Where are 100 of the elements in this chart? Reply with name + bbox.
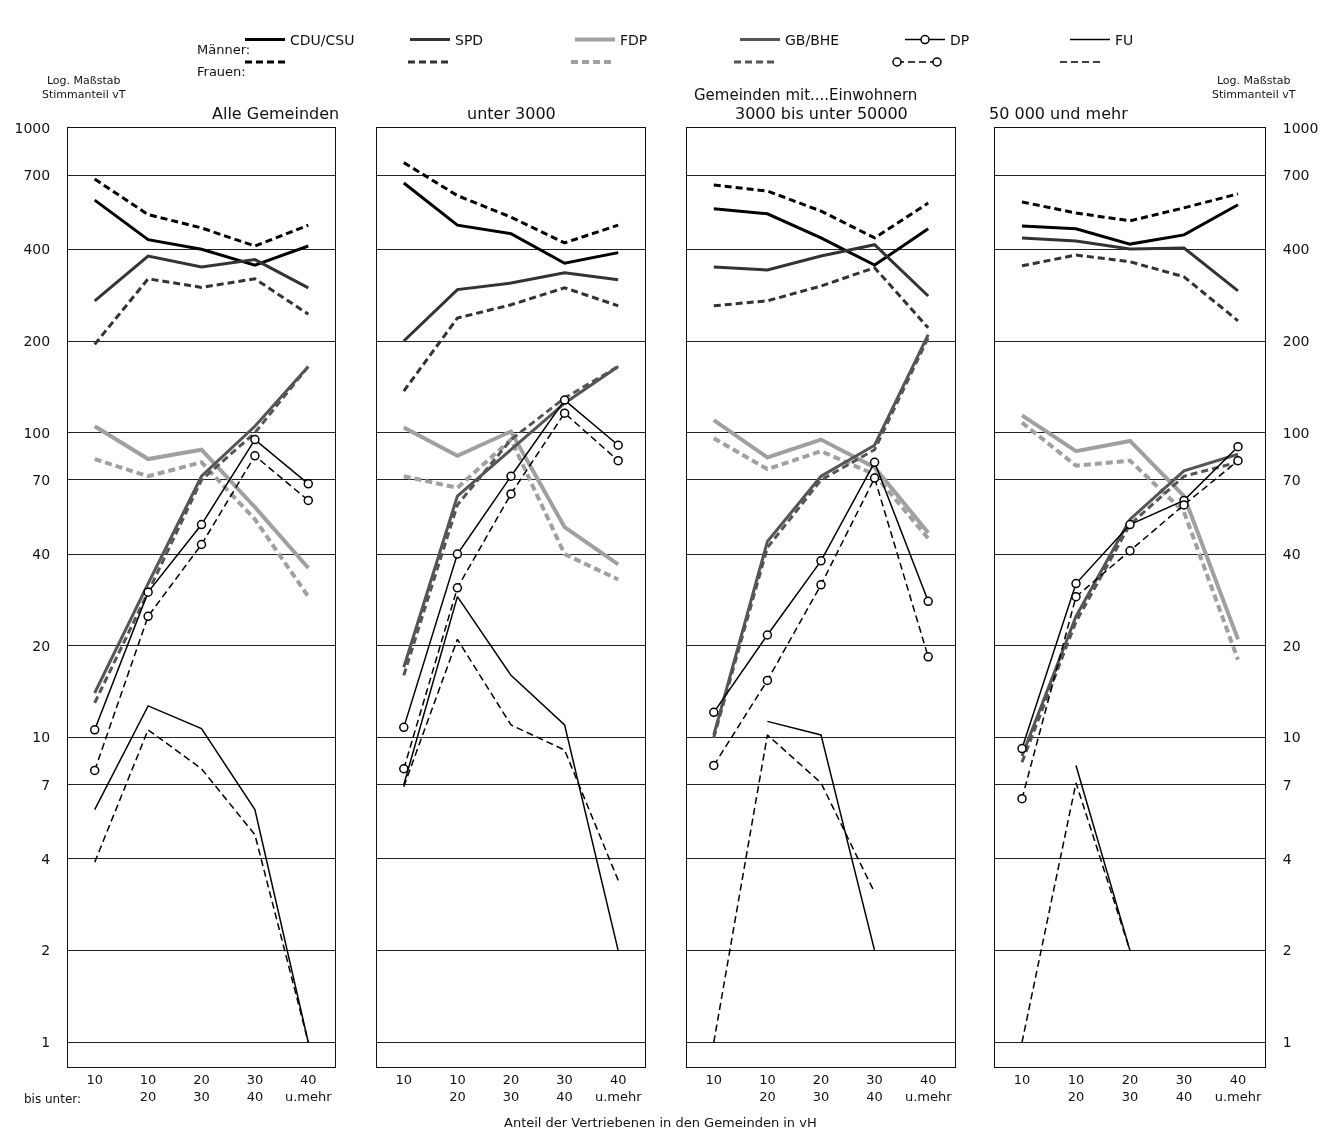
y-tick-label: 1000 bbox=[14, 119, 51, 136]
x-tick-label: 40 u.mehr bbox=[1214, 1071, 1262, 1104]
legend-label: FDP bbox=[620, 32, 648, 49]
point bbox=[250, 434, 260, 445]
line-series bbox=[1020, 192, 1240, 223]
point bbox=[762, 675, 773, 686]
point bbox=[1017, 743, 1027, 754]
point bbox=[923, 596, 933, 607]
y2-tick-label: 100 bbox=[1282, 424, 1310, 441]
point bbox=[399, 722, 409, 733]
line-series bbox=[92, 424, 311, 571]
y-axis-title: Log. Maßstab Stimmanteil vT bbox=[42, 74, 126, 102]
x-tick-label: 10 bbox=[705, 1071, 723, 1087]
x-tick-label: 10 20 bbox=[1067, 1071, 1085, 1104]
x-tick-label: 40 u.mehr bbox=[284, 1071, 333, 1104]
y-tick-label: 200 bbox=[23, 332, 51, 349]
y2-tick-label: 20 bbox=[1282, 637, 1301, 654]
y2-tick-label: 10 bbox=[1282, 729, 1301, 746]
point bbox=[303, 495, 314, 506]
line-series bbox=[93, 198, 310, 267]
point bbox=[399, 764, 409, 774]
text: Männer: bbox=[197, 42, 251, 57]
line-series bbox=[93, 277, 310, 346]
point bbox=[613, 440, 623, 451]
y-tick-label: 7 bbox=[41, 776, 51, 793]
x-tick-label: 30 40 bbox=[246, 1071, 264, 1104]
x-tick-label: 30 40 bbox=[866, 1071, 883, 1104]
chart-title: 50 000 und mehr bbox=[989, 104, 1129, 123]
point bbox=[452, 583, 463, 593]
x-tick-label: 30 40 bbox=[556, 1071, 573, 1104]
y2-tick-label: 2 bbox=[1282, 942, 1292, 959]
legend-label: CDU/CSU bbox=[290, 32, 355, 49]
point bbox=[1071, 578, 1081, 589]
y2-tick-label: 400 bbox=[1282, 241, 1310, 258]
text: bis unter: bbox=[24, 1092, 82, 1106]
line-series bbox=[92, 457, 311, 599]
y-tick-label: 40 bbox=[32, 545, 51, 562]
point bbox=[709, 760, 719, 771]
text: Anteil der Vertriebenen in den Gemeinden in vH bbox=[504, 1115, 817, 1130]
y2-tick-label: 1000 bbox=[1282, 119, 1319, 136]
point bbox=[1233, 441, 1243, 452]
chart-title: 3000 bis unter 50000 bbox=[735, 104, 908, 123]
x-tick-label: 40 u.mehr bbox=[594, 1071, 643, 1104]
point bbox=[869, 457, 880, 468]
legend-label: SPD bbox=[455, 32, 484, 49]
point bbox=[762, 630, 773, 640]
x-tick-label: 10 20 bbox=[449, 1071, 466, 1104]
x-tick-label: 10 20 bbox=[759, 1071, 776, 1104]
x-tick-label: 40 u.mehr bbox=[904, 1071, 953, 1104]
point bbox=[506, 489, 516, 499]
x-tick-label: 30 40 bbox=[1175, 1071, 1193, 1104]
point bbox=[816, 556, 826, 566]
y-tick-label: 2 bbox=[41, 942, 51, 959]
x-tick-label: 20 30 bbox=[193, 1071, 210, 1104]
x-tick-label: 20 30 bbox=[812, 1071, 830, 1104]
point bbox=[1179, 500, 1189, 510]
line-series bbox=[1020, 203, 1240, 246]
x-tick-label: 10 bbox=[395, 1071, 413, 1087]
y-tick-label: 400 bbox=[23, 241, 51, 258]
text: Gemeinden mit....Einwohnern bbox=[694, 86, 918, 104]
chart-title: unter 3000 bbox=[467, 104, 556, 123]
text: Frauen: bbox=[197, 64, 246, 79]
line-series bbox=[93, 254, 310, 303]
y-tick-label: 20 bbox=[32, 637, 51, 654]
point bbox=[303, 479, 314, 489]
point bbox=[816, 580, 826, 590]
line-series bbox=[1020, 236, 1240, 293]
point bbox=[196, 519, 207, 530]
legend-label: DP bbox=[950, 32, 970, 49]
y-tick-label: 1 bbox=[41, 1034, 51, 1051]
point bbox=[196, 539, 207, 550]
y2-tick-label: 200 bbox=[1282, 332, 1310, 349]
y2-tick-label: 7 bbox=[1282, 776, 1292, 793]
y-tick-label: 10 bbox=[32, 729, 51, 746]
point bbox=[1071, 591, 1081, 602]
point bbox=[250, 451, 260, 461]
y2-axis-title: Log. Maßstab Stimmanteil vT bbox=[1212, 74, 1296, 102]
y2-tick-label: 1 bbox=[1282, 1034, 1292, 1051]
y2-tick-label: 4 bbox=[1282, 850, 1292, 867]
point bbox=[709, 707, 719, 718]
point bbox=[613, 455, 623, 466]
point bbox=[506, 471, 516, 482]
x-tick-label: 20 30 bbox=[1121, 1071, 1139, 1104]
legend-label: GB/BHE bbox=[785, 32, 840, 49]
legend-label: FU bbox=[1115, 32, 1134, 49]
x-tick-label: 10 20 bbox=[139, 1071, 157, 1104]
point bbox=[1125, 519, 1135, 530]
point bbox=[559, 395, 570, 405]
point bbox=[559, 408, 570, 418]
point bbox=[452, 549, 463, 559]
point bbox=[923, 652, 933, 662]
y2-tick-label: 70 bbox=[1282, 471, 1301, 488]
point bbox=[1125, 546, 1135, 556]
x-tick-label: 10 bbox=[86, 1071, 103, 1087]
point bbox=[89, 765, 100, 776]
y-tick-label: 700 bbox=[23, 167, 51, 184]
chart-title: Alle Gemeinden bbox=[212, 104, 340, 123]
point bbox=[143, 587, 153, 597]
x-tick-label: 10 bbox=[1013, 1071, 1031, 1087]
x-tick-label: 20 30 bbox=[502, 1071, 520, 1104]
